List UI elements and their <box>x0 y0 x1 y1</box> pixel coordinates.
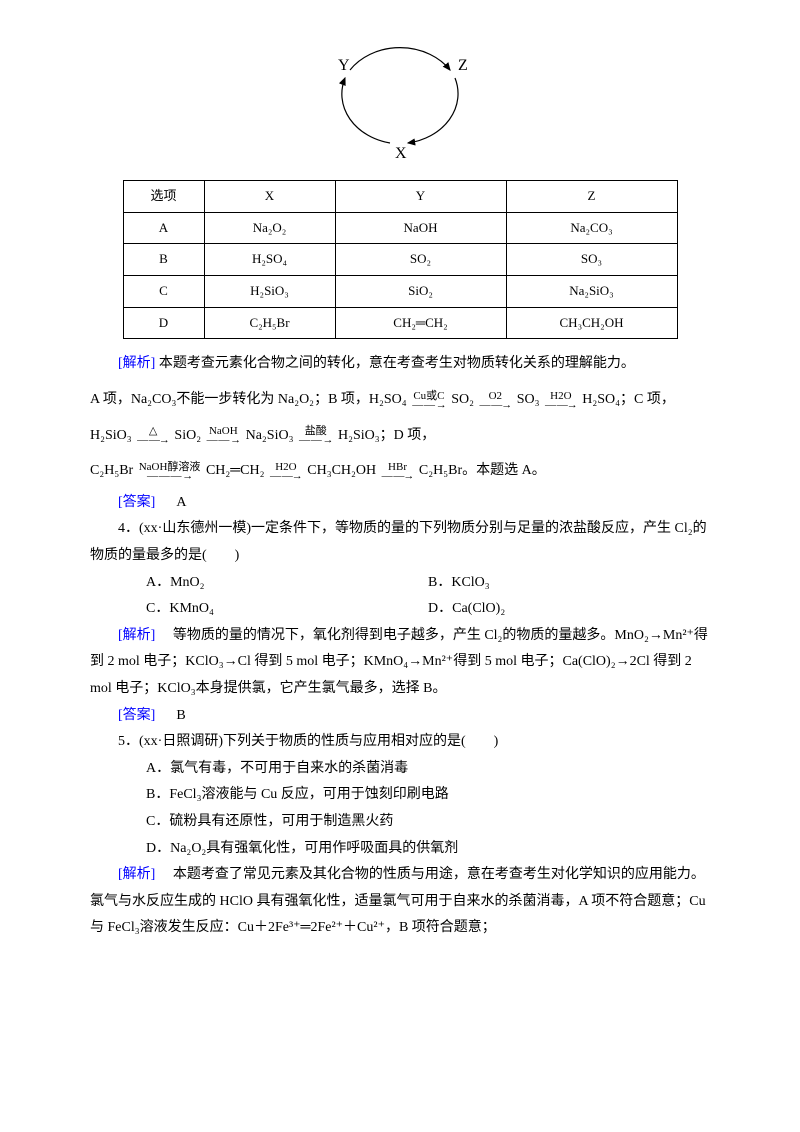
arrow-icon: NaOH ― ― → <box>207 424 241 446</box>
q4-answer: [答案] B <box>90 703 710 730</box>
q5-opt-a: A．氯气有毒，不可用于自来水的杀菌消毒 <box>90 756 710 783</box>
q4-opt-b: B．KClO₃ <box>428 570 710 597</box>
node-x: X <box>395 145 407 162</box>
q3-answer: [答案] A <box>90 490 710 517</box>
q3-chain-b: A 项，Na₂CO₃不能一步转化为 Na₂O₂；B 项，H₂SO₄ Cu或C ―… <box>90 383 710 417</box>
th-y: Y <box>335 181 506 213</box>
q3-chain-c: H₂SiO₃ △ ― ―→ SiO₂ NaOH ― ― → Na₂SiO₃ 盐酸… <box>90 419 710 453</box>
cycle-svg: Y Z X <box>290 20 510 170</box>
q4-opt-d: D．Ca(ClO)₂ <box>428 596 710 623</box>
node-y: Y <box>338 57 350 74</box>
arrow-icon: HBr ― ―→ <box>382 460 414 482</box>
q5-opt-d: D．Na₂O₂具有强氧化性，可用作呼吸面具的供氧剂 <box>90 836 710 863</box>
q4-opt-a: A．MnO₂ <box>146 570 428 597</box>
table-row: D C₂H₅Br CH₂═CH₂ CH₃CH₂OH <box>123 307 677 339</box>
analysis-text: 等物质的量的情况下，氧化剂得到电子越多，产生 Cl₂的物质的量越多。MnO₂→M… <box>90 628 708 696</box>
arrow-icon: Cu或C ― ― → <box>412 389 446 411</box>
options-table: 选项 X Y Z A Na₂O₂ NaOH Na₂CO₃ B H₂SO₄ SO₂… <box>123 180 678 339</box>
th-z: Z <box>506 181 677 213</box>
arrow-icon: O2 ― ―→ <box>479 389 511 411</box>
arrow-icon: 盐酸 ― ― → <box>299 424 333 446</box>
analysis-label: [解析] <box>118 628 155 643</box>
q4-options-row2: C．KMnO₄ D．Ca(ClO)₂ <box>90 596 710 623</box>
analysis-label: [解析] <box>118 356 155 371</box>
q4-options-row1: A．MnO₂ B．KClO₃ <box>90 570 710 597</box>
answer-value: A <box>176 495 186 510</box>
q3-chain-d: C₂H₅Br NaOH醇溶液 ― ― ― → CH₂═CH₂ H2O ― ―→ … <box>90 454 710 488</box>
arrow-icon: H2O ― ―→ <box>270 460 302 482</box>
arrow-icon: NaOH醇溶液 ― ― ― → <box>139 460 201 482</box>
analysis-text: 本题考查了常见元素及其化合物的性质与用途，意在考查考生对化学知识的应用能力。氯气… <box>90 867 706 935</box>
q4-opt-c: C．KMnO₄ <box>146 596 428 623</box>
q5-stem: 5．(xx·日照调研)下列关于物质的性质与应用相对应的是( ) <box>90 729 710 756</box>
arrow-icon: H2O ― ―→ <box>545 389 577 411</box>
q5-opt-b: B．FeCl₃溶液能与 Cu 反应，可用于蚀刻印刷电路 <box>90 782 710 809</box>
table-header-row: 选项 X Y Z <box>123 181 677 213</box>
answer-value: B <box>176 708 185 723</box>
answer-label: [答案] <box>118 495 155 510</box>
q3-analysis: [解析] 本题考查元素化合物之间的转化，意在考查考生对物质转化关系的理解能力。 <box>90 347 710 381</box>
page-root: Y Z X 选项 X Y Z A Na₂O₂ NaOH Na₂CO₃ B H₂S… <box>0 0 800 972</box>
cycle-diagram: Y Z X <box>90 20 710 170</box>
th-x: X <box>204 181 335 213</box>
analysis-intro: 本题考查元素化合物之间的转化，意在考查考生对物质转化关系的理解能力。 <box>159 356 635 371</box>
q4-analysis: [解析] 等物质的量的情况下，氧化剂得到电子越多，产生 Cl₂的物质的量越多。M… <box>90 623 710 703</box>
table-row: C H₂SiO₃ SiO₂ Na₂SiO₃ <box>123 276 677 308</box>
th-option: 选项 <box>123 181 204 213</box>
q4-stem: 4．(xx·山东德州一模)一定条件下，等物质的量的下列物质分别与足量的浓盐酸反应… <box>90 516 710 569</box>
q5-opt-c: C．硫粉具有还原性，可用于制造黑火药 <box>90 809 710 836</box>
q5-analysis: [解析] 本题考查了常见元素及其化合物的性质与用途，意在考查考生对化学知识的应用… <box>90 862 710 942</box>
arrow-icon: △ ― ―→ <box>137 424 169 446</box>
answer-label: [答案] <box>118 708 155 723</box>
analysis-label: [解析] <box>118 867 155 882</box>
table-row: A Na₂O₂ NaOH Na₂CO₃ <box>123 212 677 244</box>
table-row: B H₂SO₄ SO₂ SO₃ <box>123 244 677 276</box>
node-z: Z <box>458 57 468 74</box>
